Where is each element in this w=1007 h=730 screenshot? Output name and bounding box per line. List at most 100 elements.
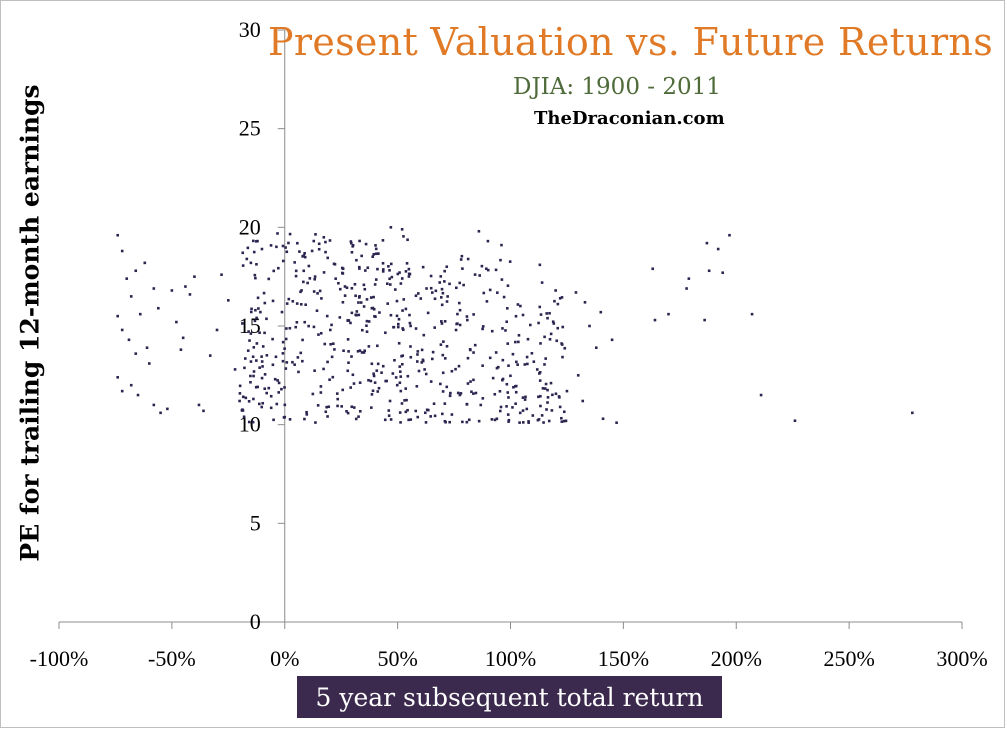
data-point — [420, 361, 424, 364]
data-point — [441, 412, 444, 416]
data-point — [120, 328, 124, 332]
data-point — [537, 418, 541, 421]
data-point — [354, 417, 358, 421]
data-point — [405, 398, 408, 402]
data-point — [381, 239, 385, 242]
data-point — [389, 262, 393, 266]
data-point — [367, 320, 371, 323]
data-point — [517, 333, 521, 337]
data-point — [514, 384, 518, 388]
data-point — [501, 358, 505, 362]
data-point — [502, 295, 506, 299]
data-point — [422, 333, 426, 337]
data-point — [448, 282, 451, 286]
data-point — [519, 304, 522, 308]
data-point — [558, 296, 562, 300]
data-point — [302, 254, 306, 257]
data-point — [389, 418, 393, 421]
data-point — [350, 405, 354, 409]
data-point — [252, 374, 255, 378]
data-point — [243, 357, 247, 360]
data-point — [526, 362, 529, 366]
data-point — [445, 265, 449, 269]
data-point — [705, 241, 709, 245]
data-point — [541, 387, 545, 390]
data-point — [346, 338, 350, 341]
data-point — [247, 330, 250, 333]
data-point — [143, 261, 147, 265]
data-point — [350, 311, 354, 315]
data-point — [275, 245, 278, 249]
data-point — [313, 369, 316, 372]
data-point — [562, 419, 566, 423]
data-point — [202, 409, 205, 413]
data-point — [134, 352, 138, 355]
data-point — [493, 418, 497, 422]
data-point — [372, 253, 376, 256]
data-point — [328, 378, 331, 381]
data-point — [538, 263, 542, 267]
data-point — [424, 372, 428, 376]
data-point — [576, 374, 580, 377]
data-point — [244, 396, 248, 400]
data-point — [558, 405, 562, 409]
data-point — [433, 297, 437, 301]
data-point — [511, 352, 515, 356]
data-point — [350, 286, 354, 290]
data-point — [443, 402, 447, 405]
data-point — [307, 324, 310, 328]
data-point — [517, 340, 520, 344]
data-point — [507, 420, 510, 423]
data-point — [441, 390, 445, 393]
data-point — [531, 414, 535, 417]
data-point — [551, 320, 555, 323]
data-point — [284, 367, 288, 370]
data-point — [389, 226, 393, 229]
x-tick-label: 300% — [936, 646, 987, 671]
data-point — [548, 311, 551, 315]
data-point — [420, 348, 424, 352]
data-point — [238, 399, 241, 403]
data-point — [347, 350, 350, 353]
chart-title: Present Valuation vs. Future Returns — [268, 20, 994, 64]
data-point — [328, 239, 332, 242]
data-point — [518, 421, 521, 424]
data-point — [349, 386, 352, 389]
data-point — [247, 420, 251, 424]
data-point — [400, 362, 404, 366]
data-point — [399, 370, 402, 373]
data-point — [543, 387, 547, 390]
x-tick-label: 250% — [823, 646, 874, 671]
data-point — [319, 391, 323, 394]
data-point — [254, 308, 257, 312]
data-point — [293, 363, 296, 366]
data-point — [307, 264, 311, 268]
data-point — [394, 376, 398, 379]
data-point — [254, 385, 258, 389]
data-point — [500, 278, 504, 281]
data-point — [365, 330, 369, 334]
data-point — [445, 300, 449, 303]
data-point — [527, 421, 530, 424]
data-point — [288, 418, 292, 421]
data-point — [287, 297, 291, 301]
data-point — [540, 281, 544, 284]
data-point — [439, 382, 442, 386]
data-point — [255, 342, 259, 345]
data-point — [281, 244, 285, 248]
data-point — [372, 372, 375, 376]
data-point — [488, 356, 492, 360]
data-point — [560, 343, 564, 346]
data-point — [324, 410, 328, 414]
data-point — [386, 282, 389, 286]
data-point — [320, 297, 323, 300]
data-point — [376, 267, 379, 271]
data-point — [486, 239, 490, 243]
data-point — [281, 259, 285, 263]
data-point — [562, 410, 566, 414]
tick-labels: -100% -50% 0% 50% 100% 150% 200% 250% 300% 0 5 10 15… — [30, 17, 988, 671]
data-point — [357, 265, 361, 269]
data-point — [352, 382, 356, 385]
data-point — [261, 365, 264, 368]
data-point — [419, 297, 423, 300]
